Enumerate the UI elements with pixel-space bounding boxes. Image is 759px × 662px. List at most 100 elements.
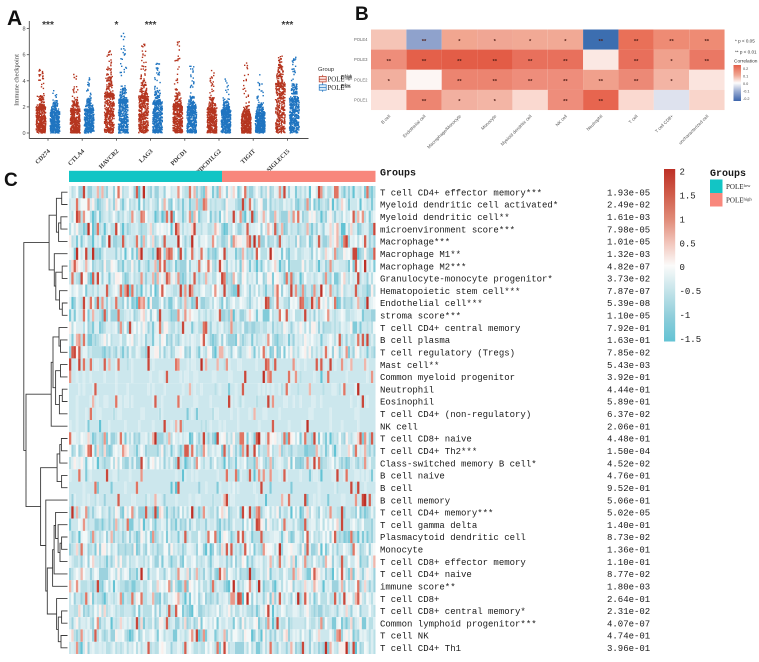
svg-text:1.01e-05: 1.01e-05 [607, 238, 650, 248]
svg-text:T cell CD8+ central memory*: T cell CD8+ central memory* [380, 607, 526, 617]
svg-text:Monocyte: Monocyte [480, 113, 498, 131]
svg-text:NK cell: NK cell [380, 422, 418, 432]
svg-text:B cell naive: B cell naive [380, 472, 445, 482]
svg-text:**: ** [386, 59, 391, 65]
svg-text:2: 2 [680, 168, 685, 178]
svg-text:2.31e-02: 2.31e-02 [607, 607, 650, 617]
svg-text:1.93e-05: 1.93e-05 [607, 188, 650, 198]
svg-text:T cell CD8+ effector memory: T cell CD8+ effector memory [380, 558, 526, 568]
svg-text:B cell memory: B cell memory [380, 496, 451, 506]
svg-text:T cell NK: T cell NK [380, 632, 429, 642]
svg-text:**: ** [705, 59, 710, 65]
svg-text:5.39e-08: 5.39e-08 [607, 299, 650, 309]
svg-text:4.82e-07: 4.82e-07 [607, 262, 650, 272]
svg-text:**: ** [634, 79, 639, 85]
svg-text:T cell gamma delta: T cell gamma delta [380, 521, 478, 531]
svg-text:4.07e-07: 4.07e-07 [607, 619, 650, 629]
svg-text:0: 0 [22, 131, 25, 137]
svg-text:Common myeloid progenitor: Common myeloid progenitor [380, 373, 515, 383]
svg-text:POLE2: POLE2 [354, 77, 368, 82]
svg-text:8: 8 [22, 27, 25, 33]
svg-text:**: ** [492, 79, 497, 85]
svg-text:**: ** [599, 79, 604, 85]
svg-text:T cell CD4+ central memory: T cell CD4+ central memory [380, 324, 521, 334]
svg-text:*: * [564, 39, 567, 45]
svg-text:NK cell: NK cell [554, 114, 568, 128]
svg-text:0.0: 0.0 [743, 82, 748, 86]
svg-text:1.50e-04: 1.50e-04 [607, 447, 650, 457]
svg-text:6.37e-02: 6.37e-02 [607, 410, 650, 420]
svg-text:T cell CD4+ (non-regulatory): T cell CD4+ (non-regulatory) [380, 410, 531, 420]
svg-text:7.92e-01: 7.92e-01 [607, 324, 650, 334]
svg-text:Myeloid dendritic cell**: Myeloid dendritic cell** [380, 213, 510, 223]
svg-text:LAG3: LAG3 [138, 148, 155, 165]
svg-text:4.44e-01: 4.44e-01 [607, 385, 650, 395]
svg-text:Neutrophil: Neutrophil [585, 114, 603, 132]
svg-text:Mast cell**: Mast cell** [380, 361, 439, 371]
svg-text:Granulocyte-monocyte progenito: Granulocyte-monocyte progenitor* [380, 275, 553, 285]
svg-text:CD274: CD274 [34, 148, 52, 166]
svg-text:Myeloid dendritic cell: Myeloid dendritic cell [500, 114, 533, 147]
svg-text:*: * [494, 39, 497, 45]
svg-text:9.52e-01: 9.52e-01 [607, 484, 650, 494]
svg-text:Macrophage***: Macrophage*** [380, 238, 450, 248]
svg-text:Elow: Elow [340, 83, 351, 91]
svg-text:immune score**: immune score** [380, 583, 456, 593]
svg-text:SIGLEC15: SIGLEC15 [265, 148, 291, 174]
svg-text:Hematopoietic stem cell***: Hematopoietic stem cell*** [380, 287, 520, 297]
svg-text:A: A [7, 7, 22, 30]
svg-text:**: ** [492, 59, 497, 65]
svg-text:** p < 0.01: ** p < 0.01 [735, 50, 757, 55]
svg-text:Endothelial cell: Endothelial cell [402, 114, 427, 139]
svg-text:4.76e-01: 4.76e-01 [607, 472, 650, 482]
svg-text:**: ** [563, 59, 568, 65]
svg-text:T cell CD4+ Th2***: T cell CD4+ Th2*** [380, 447, 477, 457]
svg-text:1.80e-03: 1.80e-03 [607, 583, 650, 593]
svg-text:-0.2: -0.2 [743, 97, 750, 101]
svg-text:1.40e-01: 1.40e-01 [607, 521, 650, 531]
svg-text:stroma score***: stroma score*** [380, 312, 461, 322]
svg-text:3.96e-01: 3.96e-01 [607, 644, 650, 654]
svg-text:Groups: Groups [380, 169, 416, 180]
svg-text:3.73e-02: 3.73e-02 [607, 275, 650, 285]
svg-text:Class-switched memory B cell*: Class-switched memory B cell* [380, 459, 537, 469]
svg-text:**: ** [599, 99, 604, 105]
svg-text:***: *** [282, 20, 294, 31]
svg-text:1.10e-01: 1.10e-01 [607, 558, 650, 568]
svg-text:3.92e-01: 3.92e-01 [607, 373, 650, 383]
svg-text:1: 1 [680, 215, 685, 225]
svg-text:Ehigh: Ehigh [340, 74, 353, 82]
svg-text:*: * [670, 79, 673, 85]
svg-text:**: ** [457, 59, 462, 65]
svg-text:4.52e-02: 4.52e-02 [607, 459, 650, 469]
svg-text:Common lymphoid progenitor***: Common lymphoid progenitor*** [380, 619, 537, 629]
svg-text:T cell: T cell [628, 114, 639, 125]
svg-text:1.5: 1.5 [680, 192, 696, 202]
svg-text:B cell: B cell [380, 484, 412, 494]
svg-text:**: ** [422, 99, 427, 105]
svg-text:6: 6 [22, 53, 25, 59]
svg-text:1.10e-05: 1.10e-05 [607, 312, 650, 322]
svg-text:**: ** [457, 79, 462, 85]
svg-text:PDCD1: PDCD1 [169, 148, 188, 167]
svg-text:5.02e-05: 5.02e-05 [607, 509, 650, 519]
svg-text:*: * [458, 39, 461, 45]
svg-text:*: * [114, 20, 118, 31]
svg-text:-1: -1 [680, 311, 691, 321]
svg-text:-0.1: -0.1 [743, 90, 750, 94]
svg-text:TIGIT: TIGIT [240, 147, 258, 165]
svg-text:HAVCR2: HAVCR2 [98, 148, 121, 171]
svg-text:T cell regulatory (Tregs): T cell regulatory (Tregs) [380, 349, 515, 359]
svg-text:**: ** [634, 59, 639, 65]
svg-text:T cell CD4+ memory***: T cell CD4+ memory*** [380, 509, 493, 519]
svg-text:**: ** [528, 59, 533, 65]
svg-text:**: ** [422, 59, 427, 65]
svg-text:**: ** [528, 79, 533, 85]
svg-text:5.43e-03: 5.43e-03 [607, 361, 650, 371]
svg-text:Groups: Groups [710, 169, 746, 180]
svg-text:0.5: 0.5 [680, 239, 696, 249]
svg-text:**: ** [669, 39, 674, 45]
svg-text:0: 0 [680, 263, 685, 273]
svg-text:**: ** [563, 79, 568, 85]
svg-text:Myeloid dendritic cell activat: Myeloid dendritic cell activated* [380, 201, 558, 211]
